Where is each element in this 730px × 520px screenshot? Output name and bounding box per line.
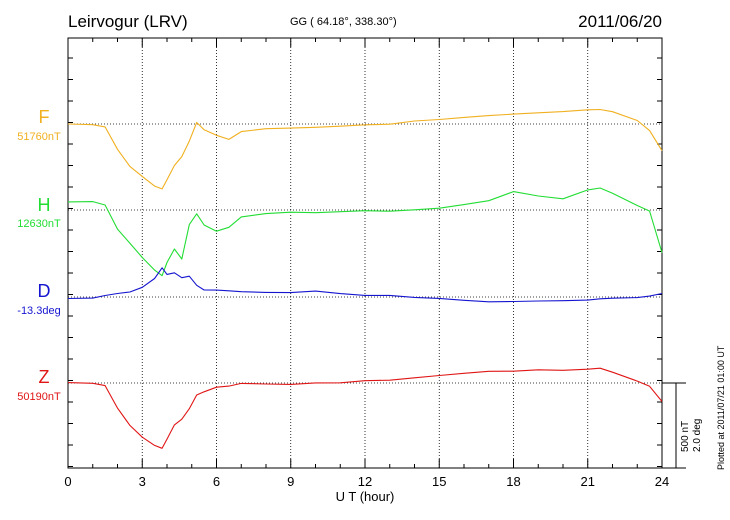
series-line-h xyxy=(67,187,663,277)
x-tick-label: 21 xyxy=(580,474,595,489)
date-label: 2011/06/20 xyxy=(578,12,662,31)
component-baseline-f: 51760nT xyxy=(17,131,61,143)
x-tick-label: 0 xyxy=(64,474,72,489)
scale-nt-label: 500 nT xyxy=(680,420,691,452)
component-baseline-z: 50190nT xyxy=(17,391,61,403)
series-line-z xyxy=(67,367,663,449)
series-line-f xyxy=(67,108,663,190)
x-tick-label: 3 xyxy=(138,474,146,489)
x-tick-label: 9 xyxy=(287,474,295,489)
component-baseline-h: 12630nT xyxy=(17,218,61,230)
plot-frame xyxy=(67,37,663,469)
component-label-z: Z xyxy=(38,367,50,387)
series-line-d xyxy=(67,267,663,303)
x-tick-label: 24 xyxy=(654,474,670,489)
component-label-f: F xyxy=(38,107,50,127)
x-tick-label: 18 xyxy=(506,474,521,489)
station-title: Leirvogur (LRV) xyxy=(68,12,188,31)
station-coordinates: GG ( 64.18°, 338.30°) xyxy=(290,16,397,28)
x-tick-label: 12 xyxy=(357,474,373,489)
x-tick-label: 15 xyxy=(432,474,447,489)
component-label-h: H xyxy=(37,195,51,215)
scale-deg-label: 2.0 deg xyxy=(692,418,703,452)
component-baseline-d: -13.3deg xyxy=(17,305,61,317)
component-label-d: D xyxy=(37,281,51,301)
x-axis-label: U T (hour) xyxy=(335,489,395,504)
x-tick-label: 6 xyxy=(212,474,221,489)
plotted-timestamp: Plotted at 2011/07/21 01:00 UT xyxy=(716,345,726,470)
